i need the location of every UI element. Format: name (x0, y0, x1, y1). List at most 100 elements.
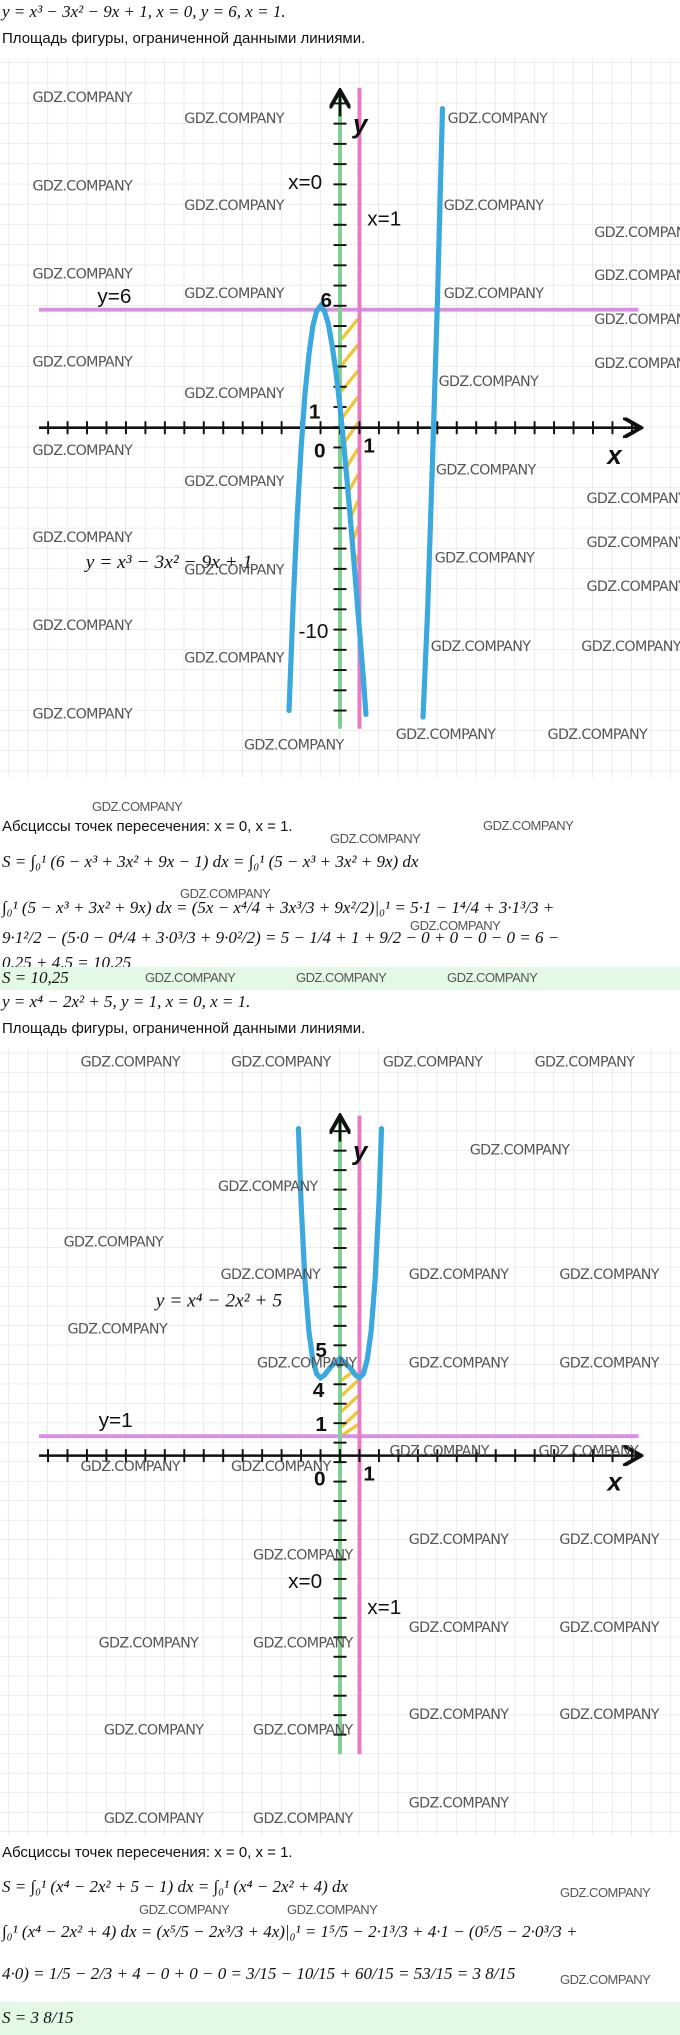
label: 1 (363, 1462, 375, 1485)
watermark: GDZ.COMPANY (431, 639, 531, 655)
watermark: GDZ.COMPANY (586, 535, 680, 551)
watermark: GDZ.COMPANY (184, 562, 284, 578)
watermark: GDZ.COMPANY (594, 268, 680, 284)
y-label: y (351, 1138, 369, 1166)
answer-band: S = 10,25 (0, 967, 680, 990)
watermark: GDZ.COMPANY (586, 579, 680, 595)
watermark: GDZ.COMPANY (559, 1267, 659, 1283)
watermark: GDZ.COMPANY (33, 355, 133, 371)
y-label: y (351, 111, 369, 139)
label: x=1 (367, 1596, 401, 1619)
graph: y x x=0 x=1 y=6 6 1 0 1 -10 y = x³ − 3x²… (0, 58, 680, 778)
watermark: GDZ.COMPANY (594, 225, 680, 241)
label: 1 (309, 401, 321, 424)
equation: y = x³ − 3x² − 9x + 1, x = 0, y = 6, x =… (2, 2, 286, 21)
watermark: GDZ.COMPANY (559, 1620, 659, 1636)
watermark: GDZ.COMPANY (80, 1459, 180, 1475)
label: 0 (314, 440, 326, 463)
watermark: GDZ.COMPANY (33, 530, 133, 546)
solution-line: 9·1²/2 − (5·0 − 0⁴/4 + 3·0³/3 + 9·0²/2) … (2, 928, 560, 947)
label: 1 (363, 434, 375, 457)
watermark: GDZ.COMPANY (559, 1707, 659, 1723)
equation: y = x⁴ − 2x² + 5, y = 1, x = 0, x = 1. (2, 992, 251, 1011)
watermark: GDZ.COMPANY (296, 970, 387, 985)
watermark: GDZ.COMPANY (409, 1532, 509, 1548)
watermark: GDZ.COMPANY (560, 1972, 651, 1987)
watermark: GDZ.COMPANY (33, 90, 133, 106)
label: 0 (314, 1467, 326, 1490)
watermark: GDZ.COMPANY (535, 1054, 635, 1070)
answer: S = 10,25 (2, 968, 69, 987)
watermark: GDZ.COMPANY (184, 198, 284, 214)
watermark: GDZ.COMPANY (409, 1795, 509, 1811)
prompt: Площадь фигуры, ограниченной данными лин… (2, 30, 366, 47)
watermark: GDZ.COMPANY (287, 1902, 378, 1917)
watermark: GDZ.COMPANY (184, 386, 284, 402)
watermark: GDZ.COMPANY (409, 1355, 509, 1371)
watermark: GDZ.COMPANY (99, 1636, 199, 1652)
label: 5 (315, 1339, 327, 1362)
label: x=0 (288, 1570, 322, 1593)
answer: S = 3 8/15 (2, 2008, 74, 2027)
solution-line: ∫₀¹ (x⁴ − 2x² + 4) dx = (x⁵/5 − 2x³/3 + … (2, 1922, 578, 1941)
watermark: GDZ.COMPANY (33, 178, 133, 194)
watermark: GDZ.COMPANY (594, 312, 680, 328)
watermark: GDZ.COMPANY (253, 1811, 353, 1827)
watermark: GDZ.COMPANY (104, 1723, 204, 1739)
watermark: GDZ.COMPANY (104, 1811, 204, 1827)
curve-label: y = x⁴ − 2x² + 5 (154, 1290, 283, 1311)
watermark: GDZ.COMPANY (560, 1885, 651, 1900)
watermark: GDZ.COMPANY (231, 1459, 331, 1475)
watermark: GDZ.COMPANY (139, 1902, 230, 1917)
watermark: GDZ.COMPANY (559, 1355, 659, 1371)
watermark: GDZ.COMPANY (80, 1054, 180, 1070)
watermark: GDZ.COMPANY (559, 1532, 659, 1548)
watermark: GDZ.COMPANY (383, 1054, 483, 1070)
watermark: GDZ.COMPANY (586, 491, 680, 507)
watermark: GDZ.COMPANY (409, 1620, 509, 1636)
label: y=6 (97, 285, 131, 308)
watermark: GDZ.COMPANY (410, 918, 501, 933)
watermark: GDZ.COMPANY (257, 1355, 357, 1371)
curve-label: y = x³ − 3x² − 9x + 1 (84, 552, 253, 573)
solution-line: 4·0) = 1/5 − 2/3 + 4 − 0 + 0 − 0 = 3/15 … (2, 1964, 516, 1983)
watermark: GDZ.COMPANY (64, 1235, 164, 1251)
solution-line: Абсциссы точек пересечения: x = 0, x = 1… (2, 818, 293, 835)
x-label: x (605, 1469, 623, 1497)
watermark: GDZ.COMPANY (92, 799, 183, 814)
watermark: GDZ.COMPANY (180, 886, 271, 901)
watermark: GDZ.COMPANY (184, 474, 284, 490)
watermark: GDZ.COMPANY (594, 356, 680, 372)
label: y=1 (99, 1409, 133, 1432)
watermark: GDZ.COMPANY (448, 111, 548, 127)
watermark: GDZ.COMPANY (253, 1723, 353, 1739)
watermark: GDZ.COMPANY (389, 1444, 489, 1460)
watermark: GDZ.COMPANY (439, 374, 539, 390)
curve (286, 106, 446, 720)
solution-line: S = ∫₀¹ (x⁴ − 2x² + 5 − 1) dx = ∫₀¹ (x⁴ … (2, 1877, 349, 1896)
graph: y x y = x⁴ − 2x² + 5 5 4 1 y=1 0 1 x=0 x… (0, 1048, 680, 1836)
watermark: GDZ.COMPANY (231, 1054, 331, 1070)
watermark: GDZ.COMPANY (409, 1267, 509, 1283)
watermark: GDZ.COMPANY (184, 286, 284, 302)
watermark: GDZ.COMPANY (435, 551, 535, 567)
label: 1 (315, 1413, 327, 1436)
solution-line: Абсциссы точек пересечения: x = 0, x = 1… (2, 1844, 293, 1861)
watermark: GDZ.COMPANY (447, 970, 538, 985)
label: 4 (313, 1379, 325, 1402)
watermark: GDZ.COMPANY (444, 286, 544, 302)
watermark: GDZ.COMPANY (253, 1636, 353, 1652)
watermark: GDZ.COMPANY (33, 618, 133, 634)
watermark: GDZ.COMPANY (444, 198, 544, 214)
watermark: GDZ.COMPANY (539, 1444, 639, 1460)
hatch (340, 1368, 360, 1437)
ticks (47, 1130, 633, 1736)
watermark: GDZ.COMPANY (184, 111, 284, 127)
solution-line: ∫₀¹ (5 − x³ + 3x² + 9x) dx = (5x − x⁴/4 … (2, 898, 555, 917)
answer-band: S = 3 8/15 (0, 2002, 680, 2035)
label: x=1 (367, 207, 401, 230)
watermark: GDZ.COMPANY (436, 462, 536, 478)
x-label: x (605, 442, 623, 470)
watermark: GDZ.COMPANY (581, 639, 680, 655)
